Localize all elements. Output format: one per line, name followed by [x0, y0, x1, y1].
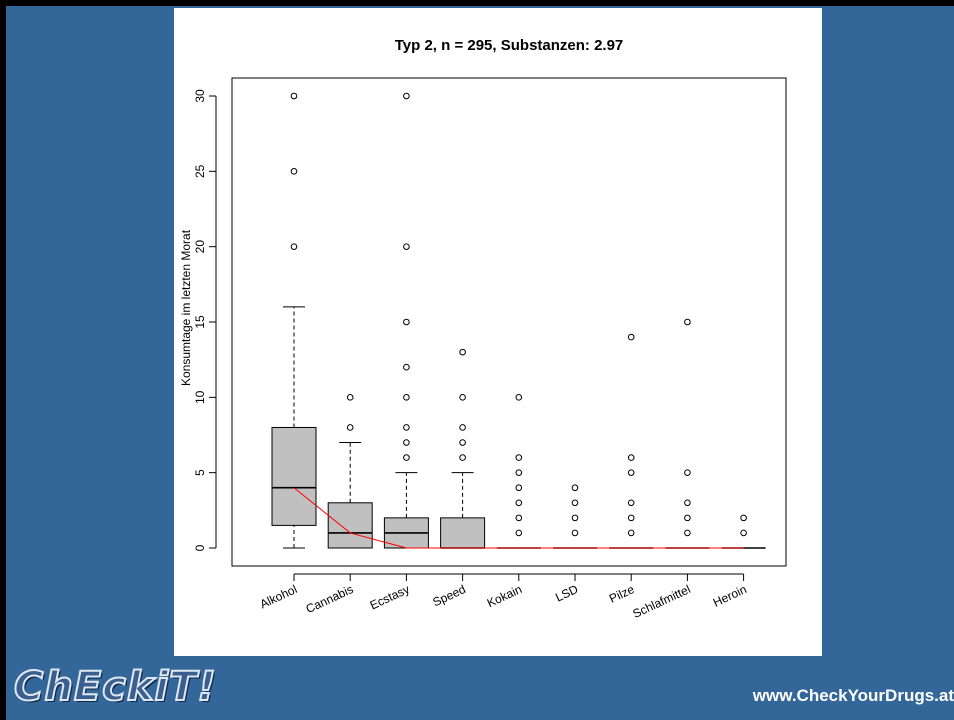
outlier-speed [459, 394, 466, 401]
outlier-ecstasy [403, 243, 410, 250]
outlier-ecstasy [403, 92, 410, 100]
outlier-heroin [740, 514, 747, 522]
x-tick-label-ecstasy: Ecstasy [368, 582, 412, 612]
outlier-kokain [515, 484, 523, 492]
outlier-pilze [627, 454, 635, 461]
outlier-lsd [571, 514, 579, 522]
outlier-lsd [571, 499, 579, 507]
outlier-ecstasy [403, 424, 410, 431]
boxplot-chart: Typ 2, n = 295, Substanzen: 2.97 Konsumta… [179, 37, 787, 621]
y-axis-label: Konsumtage im letzten Morat [179, 229, 193, 386]
y-tick-label: 20 [193, 240, 207, 254]
outlier-pilze [627, 514, 635, 522]
outlier-cannabis [346, 394, 354, 401]
outlier-cannabis [346, 424, 354, 431]
box-cannabis [327, 502, 373, 549]
outlier-kokain [515, 499, 523, 507]
outlier-ecstasy [403, 454, 410, 461]
outlier-ecstasy [403, 439, 410, 446]
plot-frame [231, 77, 787, 567]
outlier-ecstasy [403, 318, 410, 326]
y-tick-label: 5 [193, 469, 207, 476]
frame-top-border [0, 0, 954, 6]
y-tick-label: 15 [193, 315, 207, 329]
outlier-lsd [571, 484, 579, 492]
outlier-pilze [627, 333, 635, 341]
outlier-pilze [627, 529, 635, 537]
x-tick-label-schlafmittel: Schlafmittel [631, 582, 693, 621]
outlier-kokain [515, 454, 523, 461]
checkit-logo: ChEckiT! [13, 663, 217, 711]
x-tick-label-pilze: Pilze [607, 582, 637, 606]
outlier-speed [459, 348, 466, 356]
outlier-speed [459, 424, 466, 431]
outlier-ecstasy [403, 363, 410, 371]
x-tick-label-lsd: LSD [553, 582, 580, 605]
outlier-kokain [515, 514, 523, 522]
outlier-alkohol [290, 92, 298, 100]
outlier-lsd [571, 529, 579, 537]
outlier-kokain [515, 469, 523, 476]
median-trend-line [293, 487, 744, 549]
outlier-kokain [515, 529, 523, 537]
outlier-schlafmittel [684, 499, 691, 507]
box-alkohol [271, 426, 317, 526]
x-tick-label-speed: Speed [430, 582, 467, 609]
outlier-alkohol [290, 243, 298, 250]
outlier-speed [459, 439, 466, 446]
outlier-pilze [627, 499, 635, 507]
outlier-schlafmittel [684, 514, 691, 522]
y-tick-label: 25 [193, 164, 207, 178]
outlier-speed [459, 454, 466, 461]
outlier-heroin [740, 529, 747, 537]
chart-panel: Typ 2, n = 295, Substanzen: 2.97 Konsumta… [174, 8, 822, 656]
outlier-alkohol [290, 168, 298, 175]
outlier-schlafmittel [684, 469, 691, 476]
outlier-ecstasy [403, 394, 410, 401]
x-tick-label-alkohol: Alkohol [258, 582, 300, 611]
frame-left-border [0, 0, 6, 720]
outlier-pilze [627, 469, 635, 476]
y-tick-label: 30 [193, 89, 207, 103]
x-tick-label-heroin: Heroin [711, 582, 749, 610]
x-tick-label-kokain: Kokain [485, 582, 524, 610]
footer-url: www.CheckYourDrugs.at [752, 686, 954, 705]
chart-title: Typ 2, n = 295, Substanzen: 2.97 [395, 37, 624, 54]
outlier-schlafmittel [684, 529, 691, 537]
box-speed [440, 517, 486, 549]
outlier-schlafmittel [684, 318, 691, 326]
y-tick-label: 10 [193, 390, 207, 404]
outlier-kokain [515, 394, 523, 401]
x-tick-label-cannabis: Cannabis [304, 582, 356, 616]
y-tick-label: 0 [193, 544, 207, 551]
